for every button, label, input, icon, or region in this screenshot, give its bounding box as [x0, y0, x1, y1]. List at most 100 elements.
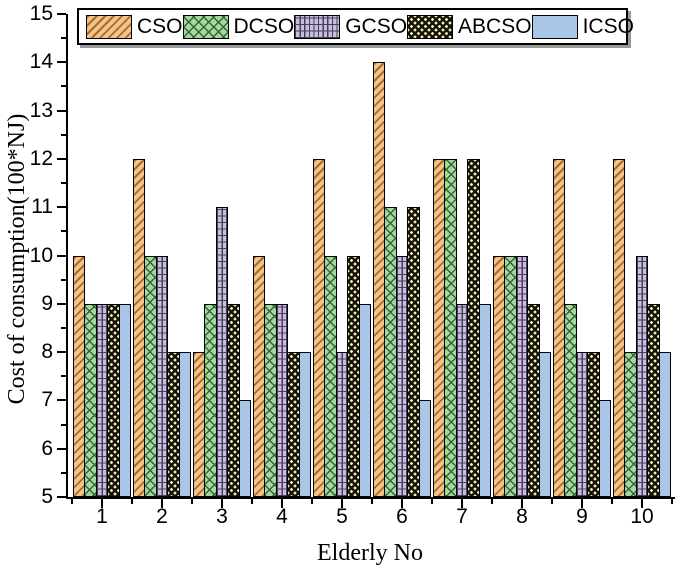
legend-entry-icso: ICSO [531, 14, 634, 39]
y-tick-label: 9 [41, 291, 53, 315]
x-tick-label: 6 [396, 505, 408, 528]
x-tick-label: 9 [576, 505, 588, 528]
bar-group-5 [313, 14, 372, 497]
y-minor-tick [61, 230, 66, 233]
y-minor-tick [61, 133, 66, 136]
x-minor-tick [71, 499, 73, 504]
y-minor-tick [61, 423, 66, 426]
legend-entry-cso: CSO [86, 14, 183, 39]
y-tick-label: 13 [29, 98, 53, 122]
y-tick-label: 14 [29, 50, 53, 74]
legend-label-abcso: ABCSO [458, 14, 532, 38]
bar-icso-2 [178, 352, 192, 497]
bar-cso-9 [553, 158, 566, 497]
x-minor-tick [251, 499, 253, 504]
x-minor-tick [431, 499, 433, 504]
x-minor-tick [671, 499, 673, 504]
plot-area [68, 14, 672, 497]
x-tick-label: 3 [216, 505, 228, 528]
y-tick-label: 5 [41, 485, 53, 508]
legend-swatch-gcso [294, 14, 341, 39]
legend: CSO DCSO GCSO ABCSO ICSO [77, 8, 634, 45]
bar-icso-9 [598, 400, 612, 497]
x-major-tick [641, 499, 643, 508]
y-major-tick [57, 157, 66, 160]
y-minor-tick [61, 37, 66, 40]
x-tick-label: 7 [456, 505, 468, 528]
legend-label-gcso: GCSO [345, 14, 408, 38]
x-major-tick [221, 499, 223, 508]
y-major-tick [57, 13, 66, 15]
bar-icso-10 [658, 352, 672, 497]
bar-icso-4 [298, 352, 312, 497]
x-major-tick [161, 499, 163, 508]
legend-swatch-abcso [407, 14, 454, 39]
legend-label-dcso: DCSO [233, 14, 295, 38]
y-major-tick [57, 351, 66, 354]
bar-cso-2 [133, 158, 146, 497]
y-major-tick [57, 206, 66, 209]
y-minor-tick [61, 471, 66, 474]
y-major-tick [57, 254, 66, 257]
bar-cso-4 [253, 255, 266, 497]
x-major-tick [341, 499, 343, 508]
x-tick-label: 1 [96, 505, 108, 528]
y-minor-tick [61, 278, 66, 281]
bar-icso-5 [358, 303, 372, 497]
x-tick-label: 5 [336, 505, 348, 528]
x-minor-tick [371, 499, 373, 504]
x-major-tick [101, 499, 103, 508]
y-tick-label: 8 [41, 340, 53, 364]
bar-group-9 [553, 14, 612, 497]
y-major-tick [57, 302, 66, 305]
legend-label-cso: CSO [137, 14, 183, 38]
x-tick-label: 4 [276, 505, 288, 528]
legend-entry-dcso: DCSO [182, 14, 295, 39]
x-minor-tick [131, 499, 133, 504]
x-tick-label: 10 [630, 505, 654, 528]
bar-cso-8 [493, 255, 506, 497]
bar-cso-10 [613, 158, 626, 497]
y-tick-label: 10 [29, 243, 53, 267]
x-minor-tick [191, 499, 193, 504]
legend-swatch-dcso [182, 14, 229, 39]
x-tick-label: 8 [516, 505, 528, 528]
y-minor-tick [61, 326, 66, 329]
x-minor-tick [611, 499, 613, 504]
y-tick-label: 15 [29, 2, 53, 25]
y-major-tick [57, 399, 66, 402]
y-tick-label: 7 [41, 388, 53, 412]
bar-icso-7 [478, 303, 492, 497]
y-minor-tick [61, 85, 66, 88]
y-tick-label: 11 [31, 195, 53, 219]
bar-icso-6 [418, 400, 432, 497]
y-minor-tick [61, 182, 66, 185]
bar-group-10 [613, 14, 672, 497]
y-tick-label: 12 [29, 146, 53, 170]
y-major-tick [57, 496, 66, 498]
y-tick-label: 6 [41, 436, 53, 460]
x-major-tick [461, 499, 463, 508]
bar-cso-7 [433, 158, 446, 497]
bar-group-2 [133, 14, 192, 497]
legend-swatch-cso [86, 14, 132, 39]
legend-entry-abcso: ABCSO [407, 14, 532, 39]
legend-label-icso: ICSO [582, 14, 634, 38]
x-major-tick [281, 499, 283, 508]
y-axis-line [66, 14, 68, 499]
bar-cso-1 [73, 255, 86, 497]
bar-group-7 [433, 14, 492, 497]
legend-entry-gcso: GCSO [294, 14, 408, 39]
bar-group-4 [253, 14, 312, 497]
y-minor-tick [61, 375, 66, 378]
x-minor-tick [551, 499, 553, 504]
bar-icso-8 [538, 352, 552, 497]
bar-group-8 [493, 14, 552, 497]
x-axis-title: Elderly No [317, 540, 423, 566]
x-tick-label: 2 [156, 505, 168, 528]
x-minor-tick [491, 499, 493, 504]
y-major-tick [57, 109, 66, 112]
bar-group-3 [193, 14, 252, 497]
y-major-tick [57, 61, 66, 64]
